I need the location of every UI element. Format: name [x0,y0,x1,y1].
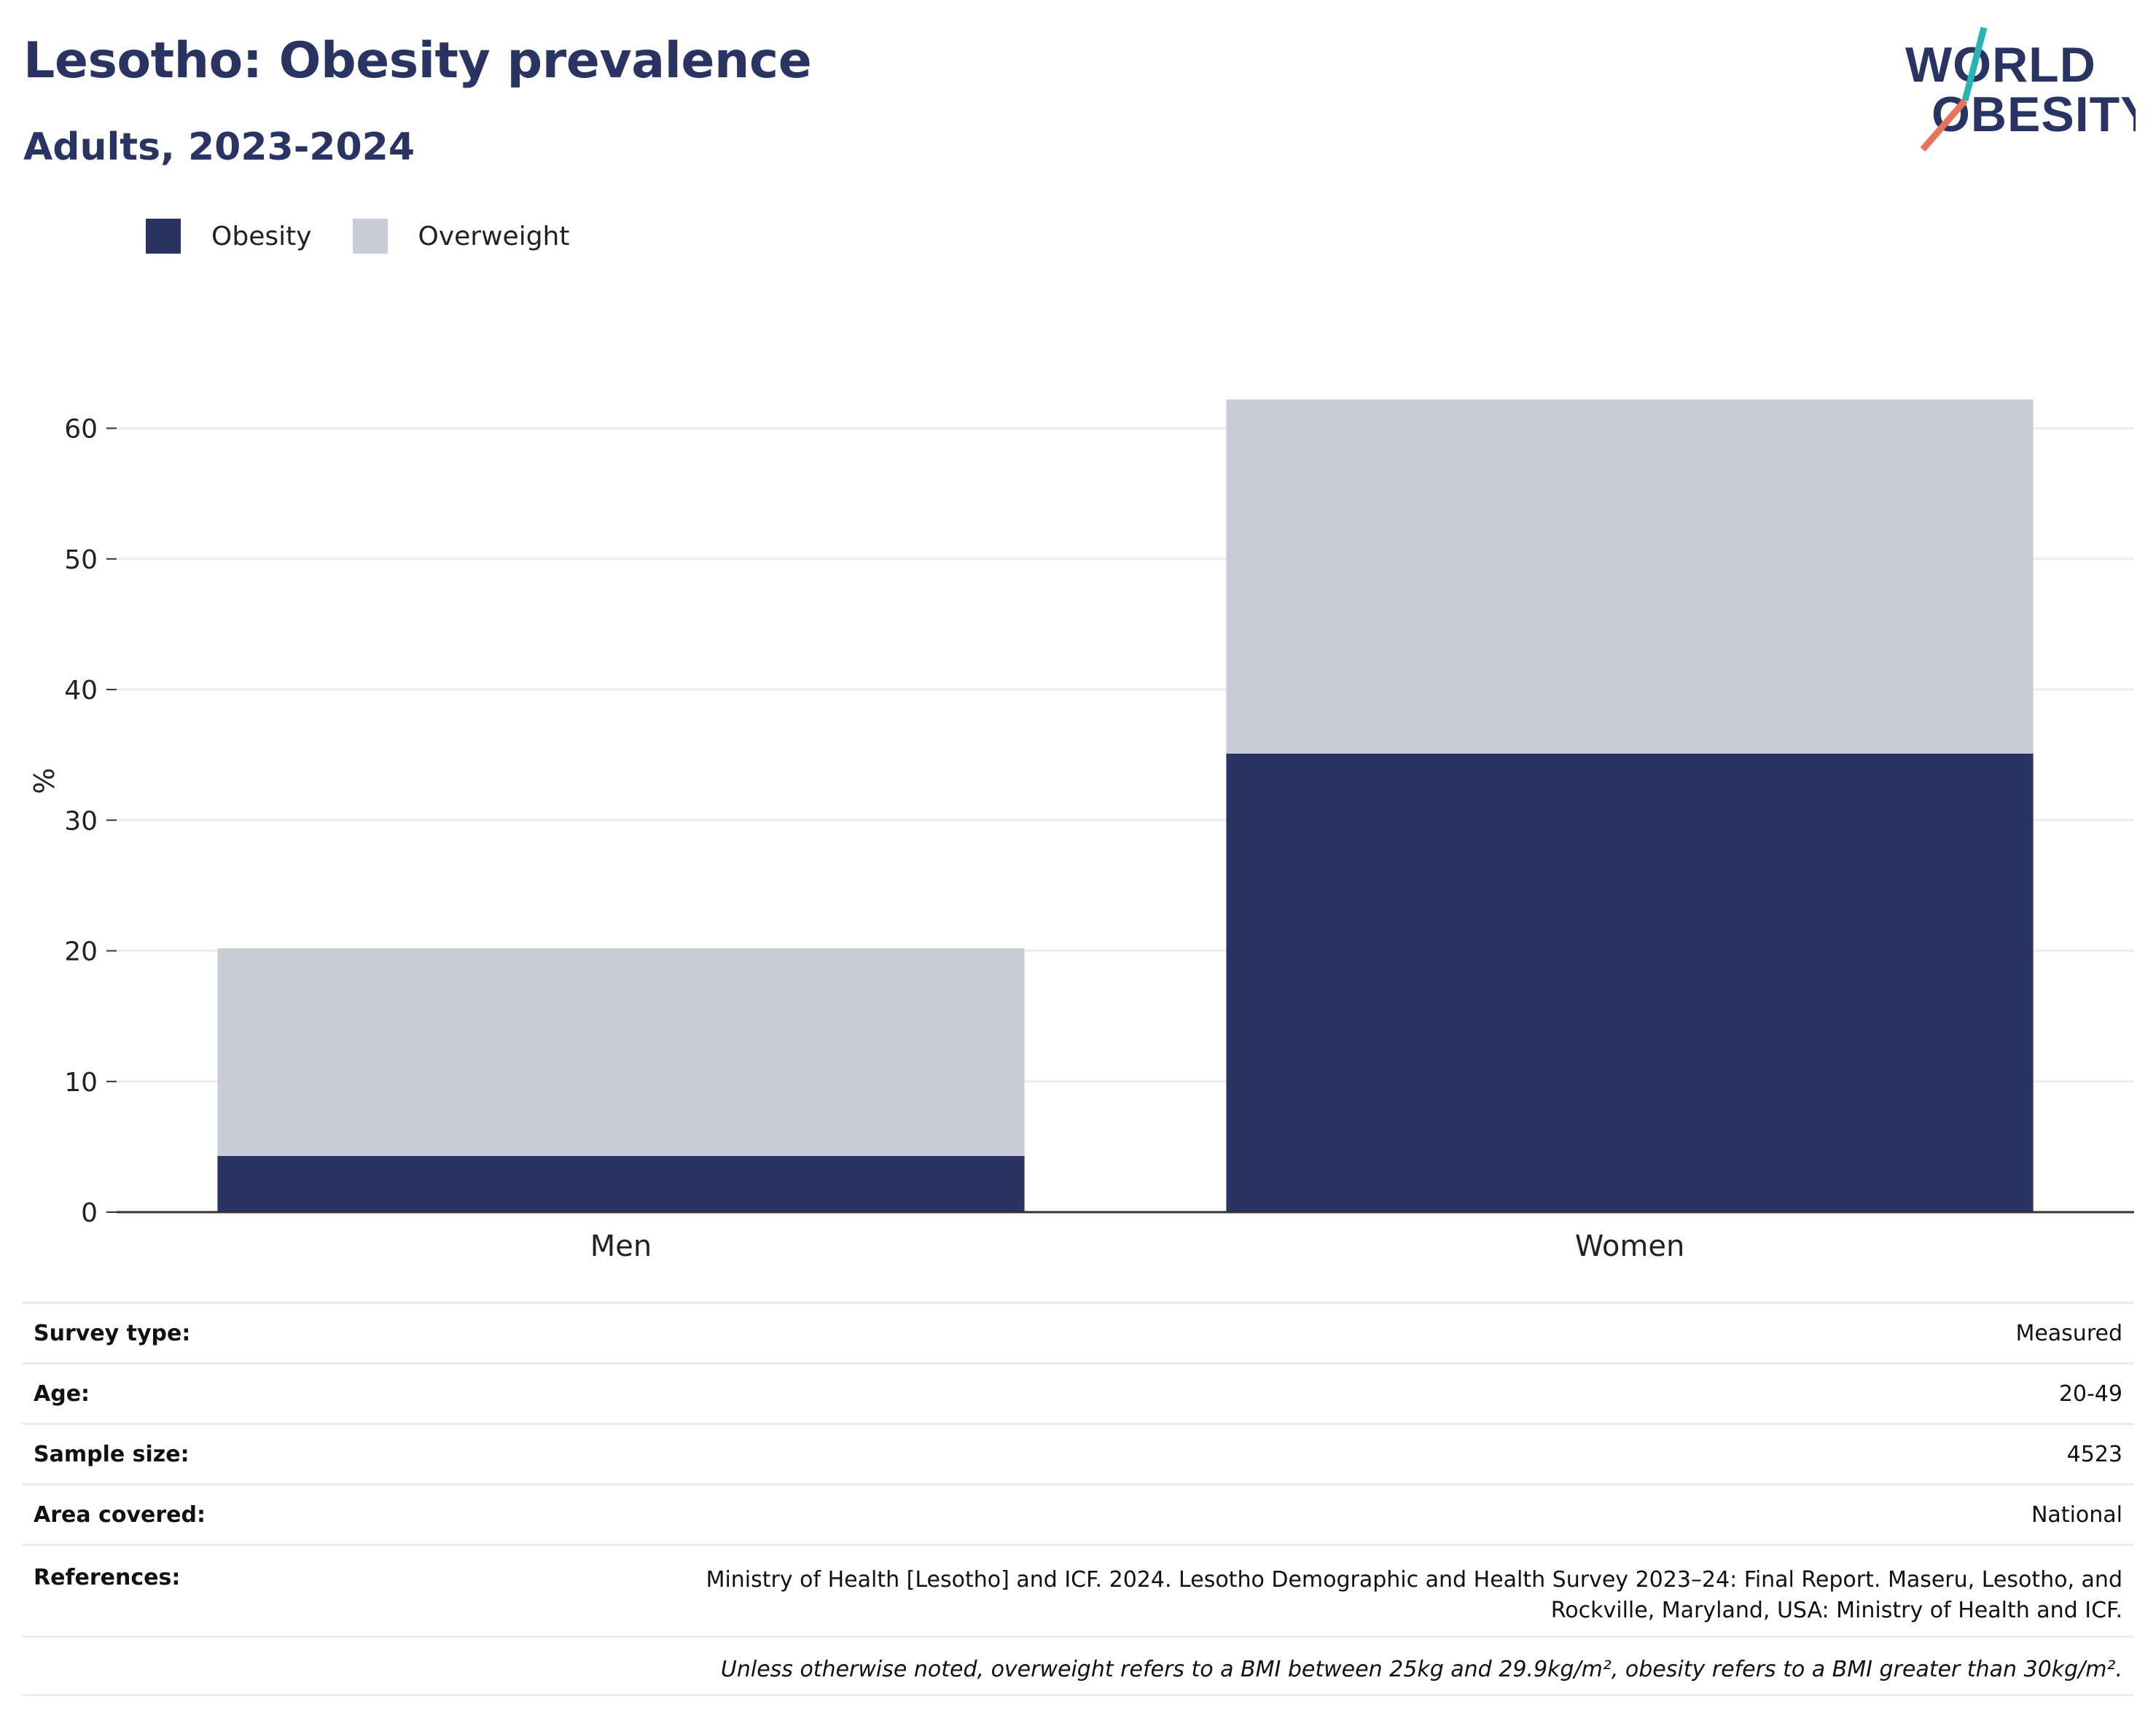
legend-item-overweight[interactable]: Overweight [352,219,570,254]
bar-overweight-men [217,948,1025,1156]
info-value: National [2031,1502,2122,1528]
x-tick-label: Women [1575,1230,1685,1263]
bar-chart: 0 10 20 30 40 50 60% Men Women [28,399,2134,1263]
info-row-survey-type: Survey type: Measured [22,1302,2134,1362]
world-obesity-logo: WORLD OBESITY [1905,26,2136,152]
y-axis-label: % [28,768,60,794]
chart-legend: Obesity Overweight [146,216,610,257]
legend-label-overweight: Overweight [418,221,570,251]
info-row-age: Age: 20-49 [22,1362,2134,1423]
logo-slash-coral [1920,98,1968,152]
legend-swatch-obesity [146,219,181,254]
bar-overweight-women [1226,399,2034,754]
logo-slash-teal [1961,26,1988,102]
y-tick-label: 0 [81,1198,98,1228]
legend-item-obesity[interactable]: Obesity [146,219,312,254]
info-value: 20-49 [2058,1381,2122,1407]
info-value: 4523 [2066,1442,2122,1467]
info-row-note: Unless otherwise noted, overweight refer… [22,1636,2134,1696]
y-tick-label: 10 [64,1068,98,1098]
info-value-references: Ministry of Health [Lesotho] and ICF. 20… [706,1565,2122,1626]
info-key: Survey type: [34,1321,191,1346]
info-key: Area covered: [34,1502,206,1528]
legend-swatch-overweight [352,219,388,254]
info-key: References: [34,1565,181,1590]
reference-line-2: Rockville, Maryland, USA: Ministry of He… [1550,1598,2122,1623]
survey-info-table: Survey type: Measured Age: 20-49 Sample … [22,1302,2134,1696]
y-tick-label: 40 [64,676,98,706]
chart-title: Lesotho: Obesity prevalence [23,32,812,90]
x-tick-label: Men [590,1230,652,1263]
legend-label-obesity: Obesity [211,221,312,251]
chart-subtitle: Adults, 2023-2024 [23,125,415,169]
y-tick-label: 50 [64,545,98,575]
info-key: Sample size: [34,1442,190,1467]
bar-obesity-men [217,1155,1025,1212]
y-tick-label: 60 [64,415,98,445]
logo-word-world: WORLD [1905,37,2096,93]
logo-word-obesity: OBESITY [1932,87,2136,142]
bar-obesity-women [1226,753,2034,1212]
info-row-sample-size: Sample size: 4523 [22,1423,2134,1483]
info-value: Measured [2015,1321,2122,1346]
info-row-area-covered: Area covered: National [22,1483,2134,1544]
y-tick-label: 30 [64,806,98,836]
info-row-references: References: Ministry of Health [Lesotho]… [22,1544,2134,1636]
reference-line-1: Ministry of Health [Lesotho] and ICF. 20… [706,1567,2122,1593]
info-key: Age: [34,1381,90,1407]
bmi-definition-note: Unless otherwise noted, overweight refer… [720,1657,2122,1682]
y-tick-label: 20 [64,937,98,967]
